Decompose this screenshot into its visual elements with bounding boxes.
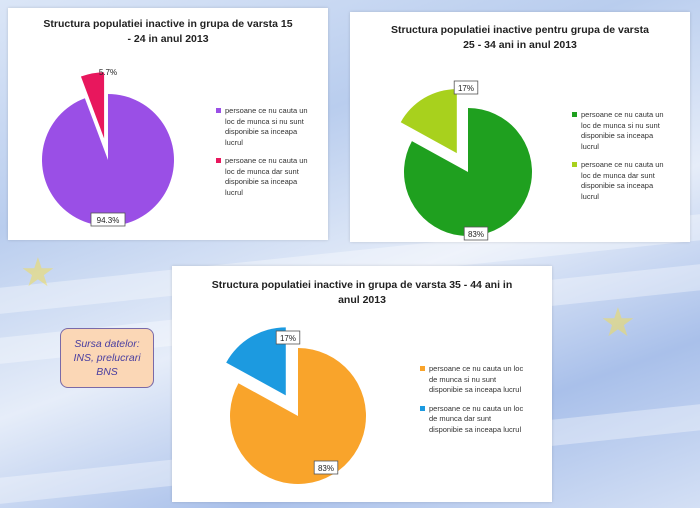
svg-text:83%: 83% xyxy=(318,464,334,473)
svg-text:94.3%: 94.3% xyxy=(97,216,120,225)
pie-chart: 83% 17% xyxy=(400,80,532,241)
legend-swatch xyxy=(216,108,221,113)
star-decoration-icon: ★ xyxy=(20,251,56,295)
pie-slice xyxy=(230,348,366,484)
svg-text:17%: 17% xyxy=(280,334,296,343)
chart-title: Structura populatiei inactive pentru gru… xyxy=(391,24,649,51)
legend-swatch xyxy=(216,158,221,163)
legend-entry: persoane ce nu cauta un loc de munca si … xyxy=(216,106,308,148)
data-label: 94.3% xyxy=(90,212,126,227)
chart-legend: persoane ce nu cauta un loc de munca si … xyxy=(572,110,664,210)
chart-panel-15-24: Structura populatiei inactive in grupa d… xyxy=(8,8,328,240)
data-label: 17% xyxy=(453,80,479,95)
data-label: 83% xyxy=(463,226,489,241)
legend-swatch xyxy=(572,162,577,167)
chart-panel-25-34: Structura populatiei inactive pentru gru… xyxy=(350,12,690,242)
legend-entry: persoane ce nu cauta un loc de munca dar… xyxy=(420,404,523,436)
pie-slice xyxy=(42,94,174,227)
source-line: Sursa datelor: xyxy=(74,338,140,350)
source-line: INS, prelucrari xyxy=(73,352,141,364)
legend-swatch xyxy=(572,112,577,117)
pie-chart: 83% 17% xyxy=(226,327,366,484)
legend-entry: persoane ce nu cauta un loc de munca si … xyxy=(572,110,664,152)
data-label: 5.7% xyxy=(99,68,117,77)
legend-entry: persoane ce nu cauta un loc de munca dar… xyxy=(572,160,664,202)
chart-legend: persoane ce nu cauta un loc de munca si … xyxy=(216,106,308,206)
data-label: 17% xyxy=(275,330,301,345)
legend-entry: persoane ce nu cauta un loc de munca si … xyxy=(420,364,523,396)
pie-chart: 94.3% 5.7% xyxy=(42,68,174,227)
chart-legend: persoane ce nu cauta un loc de munca si … xyxy=(420,364,523,443)
legend-entry: persoane ce nu cauta un loc de munca dar… xyxy=(216,156,308,198)
pie-slice xyxy=(400,89,457,154)
star-decoration-icon: ★ xyxy=(600,301,636,345)
data-label: 83% xyxy=(313,460,339,475)
chart-panel-35-44: Structura populatiei inactive in grupa d… xyxy=(172,266,552,502)
data-source-box: Sursa datelor: INS, prelucrari BNS xyxy=(60,328,154,388)
chart-title: Structura populatiei inactive in grupa d… xyxy=(211,279,513,306)
chart-title: Structura populatiei inactive in grupa d… xyxy=(43,18,293,45)
pie-slice xyxy=(404,108,532,236)
legend-swatch xyxy=(420,405,425,411)
svg-text:5.7%: 5.7% xyxy=(99,68,117,77)
legend-swatch xyxy=(420,366,425,371)
pie-slice xyxy=(226,327,286,396)
svg-text:17%: 17% xyxy=(458,84,474,93)
pie-slice xyxy=(80,72,105,139)
source-line: BNS xyxy=(96,366,118,378)
svg-text:83%: 83% xyxy=(468,230,484,239)
